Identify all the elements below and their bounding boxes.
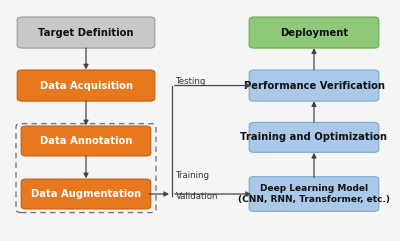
FancyBboxPatch shape (21, 126, 151, 156)
FancyBboxPatch shape (249, 70, 379, 101)
Text: Training and Optimization: Training and Optimization (240, 132, 388, 142)
Text: Data Annotation: Data Annotation (40, 136, 132, 146)
Text: Target Definition: Target Definition (38, 27, 134, 38)
FancyBboxPatch shape (21, 179, 151, 209)
Text: Performance Verification: Performance Verification (244, 80, 384, 91)
Text: Deployment: Deployment (280, 27, 348, 38)
Text: Data Acquisition: Data Acquisition (40, 80, 132, 91)
Text: Validation: Validation (176, 192, 218, 201)
FancyBboxPatch shape (249, 122, 379, 152)
Text: Testing: Testing (176, 77, 206, 87)
FancyBboxPatch shape (249, 177, 379, 211)
FancyBboxPatch shape (17, 70, 155, 101)
FancyBboxPatch shape (17, 17, 155, 48)
Text: Training: Training (176, 171, 210, 181)
FancyBboxPatch shape (249, 17, 379, 48)
Text: Data Augmentation: Data Augmentation (31, 189, 141, 199)
Text: Deep Learning Model
(CNN, RNN, Transformer, etc.): Deep Learning Model (CNN, RNN, Transform… (238, 184, 390, 204)
